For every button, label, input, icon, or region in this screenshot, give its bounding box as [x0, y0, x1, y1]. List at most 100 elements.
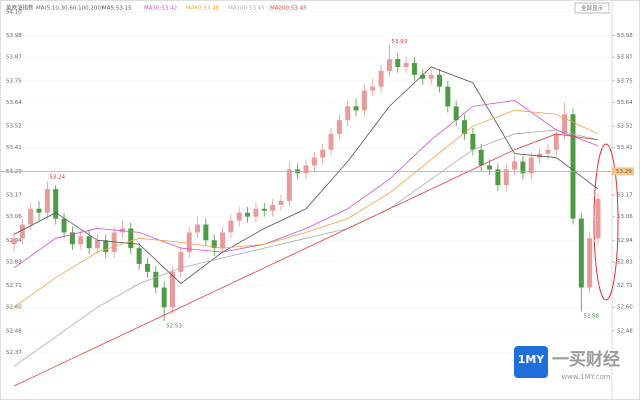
y-tick-label: 52.71: [6, 283, 22, 289]
candle-body: [361, 90, 367, 111]
candle-body: [178, 252, 184, 272]
y2-tick-label: 52.94: [617, 238, 633, 244]
y-tick-label: 53.29: [6, 169, 22, 175]
candle-body: [570, 114, 576, 219]
y-tick-label: 52.48: [6, 328, 22, 334]
candle-body: [378, 70, 384, 87]
y-tick-label: 53.17: [6, 192, 22, 198]
chart-title: 美原油指数: [6, 4, 34, 12]
highlight-ellipse: [593, 143, 619, 301]
ma-line: [13, 133, 599, 387]
candle-body: [420, 74, 426, 79]
candle-body: [336, 120, 342, 134]
last-price-label: 53.29: [616, 169, 632, 175]
candle-body: [512, 161, 518, 170]
candle-body: [328, 133, 334, 150]
candle-body: [211, 240, 217, 249]
button-label[interactable]: 全部显示: [581, 4, 604, 12]
candle-body: [144, 263, 150, 272]
ma-line: [13, 109, 599, 308]
y2-tick-label: 53.87: [617, 55, 633, 61]
y2-tick-label: 53.41: [617, 145, 633, 151]
candle-body: [445, 86, 451, 107]
indicator: MA(5,10,30,60,100,200): [36, 6, 103, 12]
candle-body: [311, 157, 317, 166]
candle-body: [261, 208, 267, 211]
y-tick-label: 53.75: [6, 78, 22, 84]
y-tick-label: 53.06: [6, 214, 22, 220]
candle-body: [286, 169, 292, 201]
candle-body: [19, 224, 25, 239]
candle-body: [103, 240, 109, 253]
candle-body: [470, 133, 476, 150]
candle-body: [236, 212, 242, 221]
last-price-box: [612, 167, 634, 176]
candle-body: [436, 74, 442, 87]
y-tick-label: 52.83: [6, 259, 22, 265]
candle-body: [203, 224, 209, 241]
watermark-url: www.1MY.com: [561, 373, 610, 381]
legend-entry: MA5:53.15: [102, 6, 132, 12]
candle-body: [220, 232, 226, 249]
candle-body: [562, 114, 568, 134]
candle-body: [345, 106, 351, 121]
candle-body: [128, 228, 134, 249]
y-tick-label: 53.52: [6, 124, 22, 130]
candle-body: [411, 63, 417, 75]
extreme-label: 52.58: [583, 314, 599, 320]
candle-body: [78, 236, 84, 245]
candle-body: [428, 74, 434, 79]
candle-body: [395, 59, 401, 67]
watermark-brand: 一买财经: [552, 349, 620, 370]
watermark: 1MY 一买财经 www.1MY.com: [514, 346, 620, 381]
y-tick-label: 53.98: [6, 33, 22, 39]
candle-body: [320, 149, 326, 158]
legend-entry: MA200:53.45: [270, 6, 307, 12]
candle-body: [462, 120, 468, 134]
watermark-logo-box: [514, 346, 548, 378]
candle-body: [487, 165, 493, 170]
candle-body: [86, 236, 92, 249]
candle-body: [453, 106, 459, 121]
y2-tick-label: 53.64: [617, 100, 633, 106]
candle-body: [278, 200, 284, 205]
y2-tick-label: 53.75: [617, 78, 633, 84]
y-tick-label: 52.60: [6, 305, 22, 311]
candle-body: [170, 271, 176, 308]
button[interactable]: [574, 2, 610, 14]
y-tick-label: 54.10: [6, 9, 22, 15]
candle-body: [553, 133, 559, 150]
candle-body: [386, 59, 392, 71]
candle-body: [53, 189, 59, 219]
candle-body: [595, 198, 601, 239]
candle-body: [253, 208, 259, 217]
candle-body: [495, 169, 501, 186]
candle-body: [153, 271, 159, 288]
candle-body: [545, 149, 551, 154]
candle-body: [370, 86, 376, 91]
candle-body: [353, 106, 359, 111]
candle-body: [11, 238, 17, 245]
candle-body: [503, 169, 509, 186]
candle-body: [270, 204, 276, 211]
legend-entry: MA60:53.48: [186, 6, 220, 12]
y2-tick-label: 52.60: [617, 305, 633, 311]
candle-body: [195, 224, 201, 233]
extreme-label: 52.53: [166, 324, 182, 330]
candle-body: [44, 189, 50, 213]
candle-body: [478, 149, 484, 166]
candle-body: [303, 165, 309, 174]
candle-body: [61, 218, 67, 233]
legend-entry: MA30:53.42: [144, 6, 177, 12]
y2-tick-label: 53.52: [617, 124, 633, 130]
y2-tick-label: 52.48: [617, 328, 633, 334]
candle-body: [578, 218, 584, 288]
ma-line: [13, 100, 599, 269]
candle-body: [228, 220, 234, 233]
candle-body: [520, 161, 526, 174]
candle-body: [28, 208, 34, 225]
extreme-label: 53.24: [49, 175, 65, 181]
y-tick-label: 52.37: [6, 350, 22, 356]
